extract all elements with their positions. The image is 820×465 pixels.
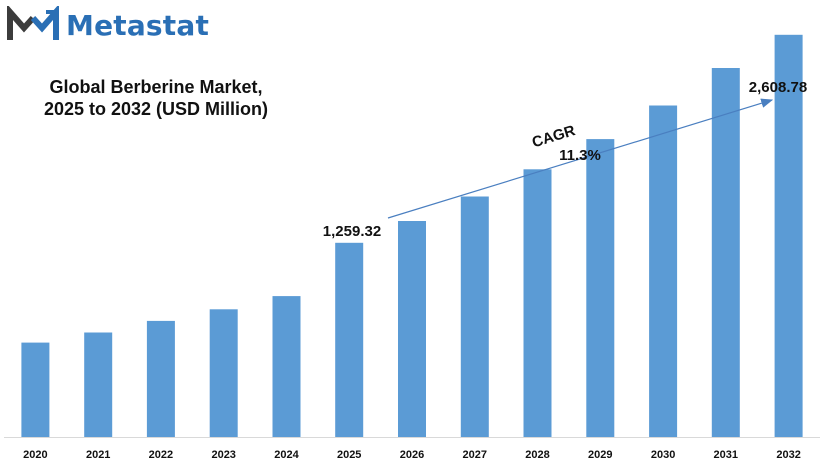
bar-2032 [774,34,803,438]
data-label-2032: 2,608.78 [749,79,807,96]
bar-2025 [335,242,364,437]
x-tick-label-2032: 2032 [776,449,800,461]
x-tick-label-2028: 2028 [525,449,549,461]
x-tick-label-2030: 2030 [651,449,675,461]
x-tick-label-2027: 2027 [463,449,487,461]
cagr-trend-arrow [387,98,774,219]
x-tick-label-2026: 2026 [400,449,424,461]
bar-2020 [21,342,50,437]
x-tick-label-2021: 2021 [86,449,110,461]
bar-2024 [272,296,301,437]
brand-name: Metastat [66,8,210,42]
bar-2029 [586,139,615,437]
bar-2023 [209,309,238,437]
cagr-value: 11.3% [559,147,601,164]
bar-2022 [146,320,175,437]
x-tick-label-2020: 2020 [23,449,47,461]
brand-logo: Metastat [6,6,209,44]
chart-title: Global Berberine Market, 2025 to 2032 (U… [24,76,288,120]
x-tick-label-2025: 2025 [337,449,361,461]
x-tick-label-2031: 2031 [714,449,738,461]
chart-title-line-2: 2025 to 2032 (USD Million) [43,99,269,119]
x-tick-label-2024: 2024 [274,449,299,461]
x-tick-label-2029: 2029 [588,449,612,461]
metastat-logo-icon [7,6,59,40]
bar-2027 [460,196,489,437]
bar-2028 [523,169,552,438]
chart-title-line-1: Global Berberine Market, [49,77,263,97]
bar-2021 [84,332,113,437]
x-tick-label-2023: 2023 [211,449,235,461]
bar-2026 [398,221,426,437]
x-tick-label-2022: 2022 [149,449,173,461]
bar-2030 [649,105,678,437]
data-label-2025: 1,259.32 [323,223,381,240]
bar-2031 [711,68,740,437]
